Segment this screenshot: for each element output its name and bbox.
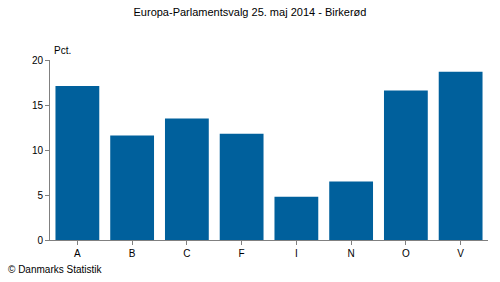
svg-text:V: V xyxy=(457,248,464,259)
svg-text:F: F xyxy=(239,248,245,259)
svg-text:20: 20 xyxy=(32,55,44,66)
svg-text:Europa-Parlamentsvalg 25. maj: Europa-Parlamentsvalg 25. maj 2014 - Bir… xyxy=(134,6,367,18)
svg-text:15: 15 xyxy=(32,100,44,111)
svg-text:10: 10 xyxy=(32,145,44,156)
svg-text:B: B xyxy=(129,248,136,259)
svg-text:O: O xyxy=(402,248,410,259)
svg-text:0: 0 xyxy=(37,235,43,246)
svg-text:5: 5 xyxy=(37,190,43,201)
svg-text:I: I xyxy=(295,248,298,259)
svg-text:© Danmarks Statistik: © Danmarks Statistik xyxy=(8,264,103,275)
svg-text:C: C xyxy=(183,248,190,259)
svg-text:Pct.: Pct. xyxy=(54,45,71,56)
svg-text:N: N xyxy=(348,248,355,259)
svg-text:A: A xyxy=(74,248,81,259)
